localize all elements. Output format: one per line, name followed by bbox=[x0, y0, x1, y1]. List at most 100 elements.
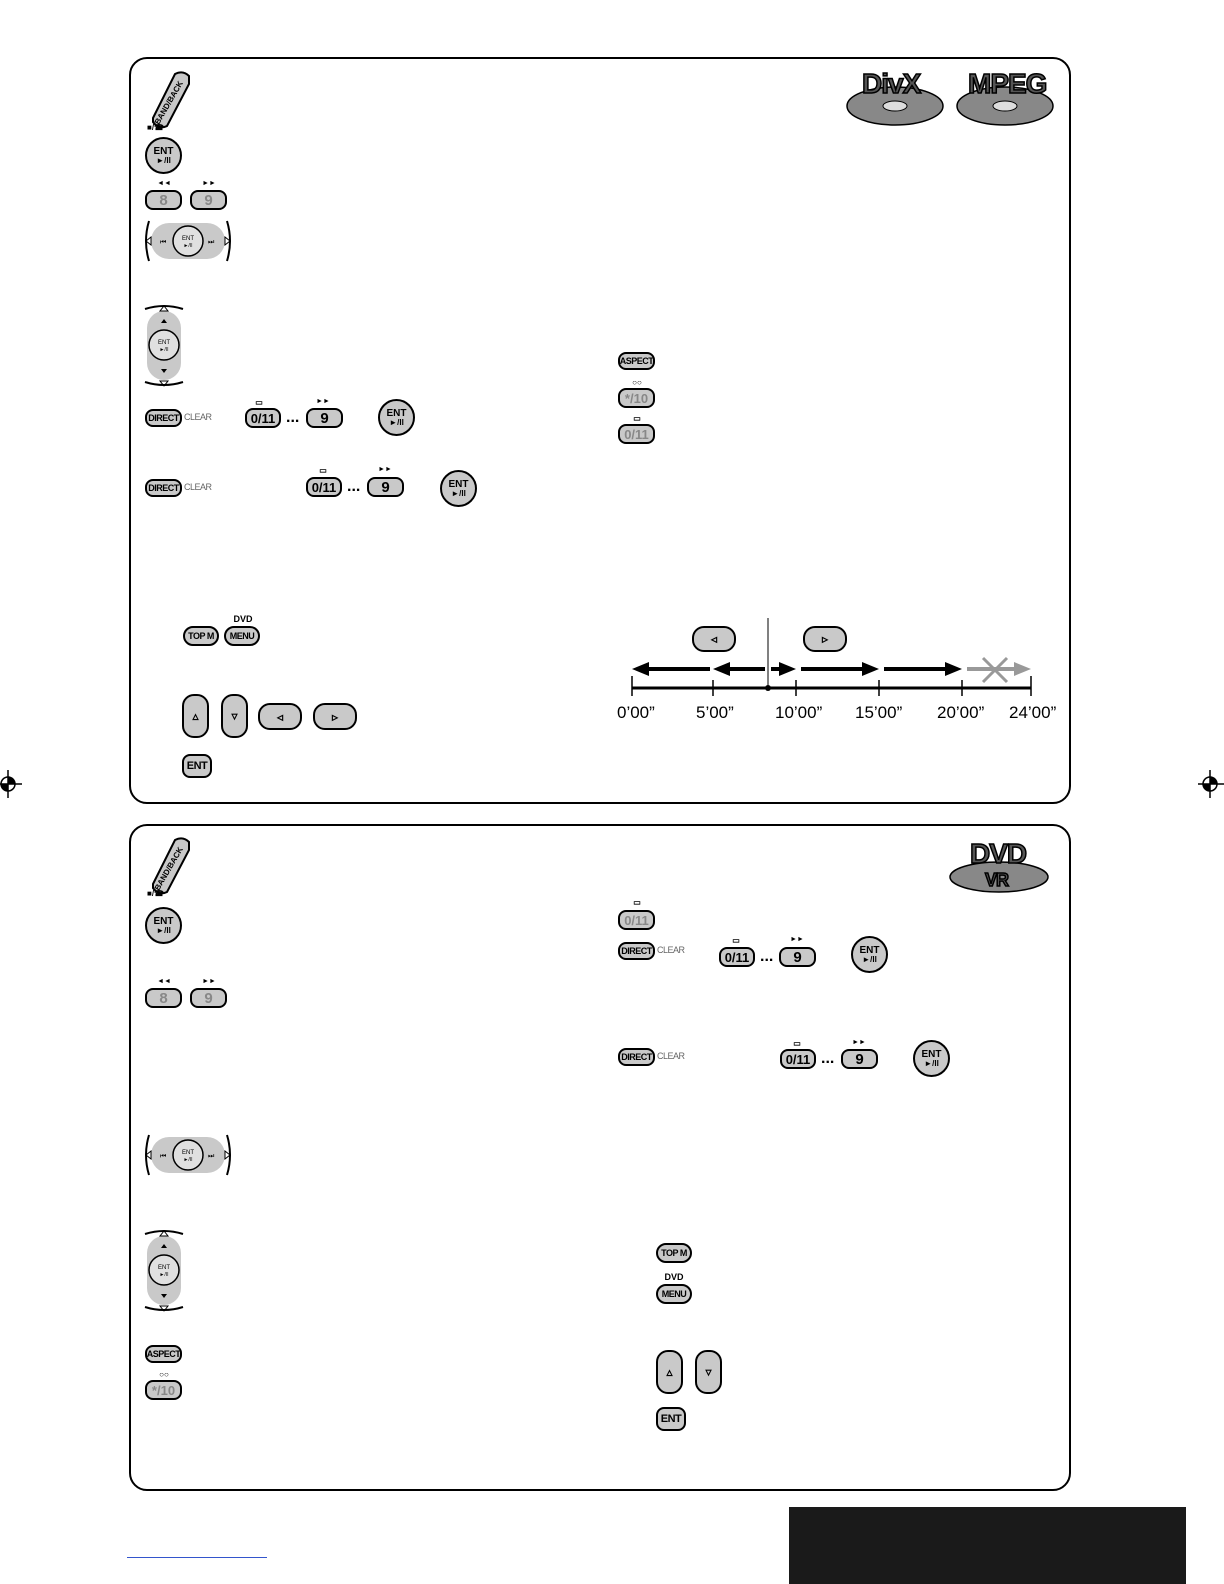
svg-text:ENT: ENT bbox=[182, 1150, 194, 1156]
subtitle-icon: ▭ bbox=[633, 414, 641, 423]
timeline-tick-label: 20’00” bbox=[937, 703, 985, 722]
timeline-tick-label: 24’00” bbox=[1009, 703, 1057, 722]
registration-mark-icon bbox=[0, 770, 22, 798]
band-back-key-icon: BAND/BACK ■/☎ bbox=[147, 837, 190, 898]
fast-forward-icon: ►► bbox=[202, 978, 216, 985]
dvd-label: DVD bbox=[664, 1272, 684, 1282]
ent-play-pause-button[interactable]: ENT ►/II bbox=[851, 936, 888, 973]
key-9[interactable]: 9 bbox=[190, 988, 227, 1008]
dvd-vr-disc-icon bbox=[949, 861, 1049, 893]
svg-text:►/II: ►/II bbox=[159, 1272, 168, 1278]
play-pause-label: ►/II bbox=[156, 925, 171, 935]
subtitle-icon: ▭ bbox=[255, 398, 263, 407]
ent-play-pause-button[interactable]: ENT ►/II bbox=[440, 470, 477, 507]
vr-badge: VR bbox=[984, 869, 1010, 891]
ent-play-pause-button[interactable]: ENT ►/II bbox=[378, 399, 415, 436]
direct-button[interactable]: DIRECT bbox=[618, 1048, 655, 1066]
top-menu-button[interactable]: TOP M bbox=[656, 1243, 692, 1263]
svg-text:⏮: ⏮ bbox=[160, 1153, 166, 1160]
clear-label: CLEAR bbox=[657, 945, 685, 955]
page-tab-block bbox=[789, 1507, 1186, 1584]
key-star-10[interactable]: */10 bbox=[145, 1380, 182, 1400]
menu-button[interactable]: MENU bbox=[224, 626, 260, 646]
down-arrow-button[interactable]: ▿ bbox=[695, 1350, 722, 1394]
left-arrow-button[interactable]: ◃ bbox=[258, 703, 302, 730]
top-panel-divx-mpeg bbox=[129, 57, 1071, 804]
key-9[interactable]: 9 bbox=[306, 408, 343, 428]
key-8[interactable]: 8 bbox=[145, 988, 182, 1008]
fast-forward-icon: ►► bbox=[316, 398, 330, 405]
ent-play-pause-button[interactable]: ENT ►/II bbox=[145, 907, 182, 944]
rewind-icon: ◄◄ bbox=[157, 978, 171, 985]
subtitle-icon: ▭ bbox=[793, 1039, 801, 1048]
clear-label: CLEAR bbox=[184, 412, 212, 422]
timeline-tick-label: 15’00” bbox=[855, 703, 903, 722]
vertical-jog-dial-icon[interactable]: ENT ►/II bbox=[143, 1228, 185, 1313]
key-0-11[interactable]: 0/11 bbox=[618, 910, 655, 930]
ent-button[interactable]: ENT bbox=[182, 754, 212, 778]
key-9[interactable]: 9 bbox=[779, 947, 816, 967]
band-back-key-icon: BAND/BACK ■/☎ bbox=[147, 71, 190, 132]
direct-button[interactable]: DIRECT bbox=[145, 479, 182, 497]
up-arrow-button[interactable]: ▵ bbox=[182, 694, 209, 738]
ent-label: ENT bbox=[859, 944, 880, 956]
key-0-11[interactable]: 0/11 bbox=[618, 424, 655, 444]
fast-forward-icon: ►► bbox=[790, 936, 804, 943]
horizontal-jog-dial-icon[interactable]: ENT ►/II ⏮ ⏭ bbox=[143, 1133, 233, 1178]
fast-forward-icon: ►► bbox=[852, 1039, 866, 1046]
play-pause-label: ►/II bbox=[924, 1058, 939, 1068]
key-0-11[interactable]: 0/11 bbox=[245, 408, 281, 428]
footer-link-underline bbox=[127, 1557, 267, 1558]
subtitle-icon: ▭ bbox=[732, 936, 740, 945]
play-pause-label: ►/II bbox=[862, 954, 877, 964]
up-arrow-button[interactable]: ▵ bbox=[656, 1350, 683, 1394]
subtitle-icon: ▭ bbox=[633, 898, 641, 907]
key-8[interactable]: 8 bbox=[145, 190, 182, 210]
vertical-jog-dial-icon[interactable]: ENT ►/II bbox=[143, 303, 185, 388]
svg-text:►/II: ►/II bbox=[183, 1157, 192, 1163]
aspect-button[interactable]: ASPECT bbox=[618, 352, 655, 370]
svg-text:⏭: ⏭ bbox=[208, 239, 215, 246]
ent-play-pause-button[interactable]: ENT ►/II bbox=[913, 1040, 950, 1077]
right-arrow-button[interactable]: ▹ bbox=[313, 703, 357, 730]
svg-text:■/☎: ■/☎ bbox=[147, 123, 164, 132]
aspect-button[interactable]: ASPECT bbox=[145, 1345, 182, 1363]
key-9[interactable]: 9 bbox=[367, 477, 404, 497]
subtitle-icon: ▭ bbox=[319, 466, 327, 475]
clear-label: CLEAR bbox=[657, 1051, 685, 1061]
audio-icon: ○○ bbox=[632, 378, 642, 387]
ent-label: ENT bbox=[448, 478, 469, 490]
ellipsis: ... bbox=[286, 409, 300, 426]
direct-button[interactable]: DIRECT bbox=[145, 409, 182, 427]
key-0-11[interactable]: 0/11 bbox=[306, 477, 342, 497]
down-arrow-button[interactable]: ▿ bbox=[221, 694, 248, 738]
ent-label: ENT bbox=[153, 915, 174, 927]
key-9[interactable]: 9 bbox=[190, 190, 227, 210]
skip-forward-button[interactable]: ▹ bbox=[803, 626, 847, 652]
svg-text:►/II: ►/II bbox=[183, 243, 192, 249]
menu-button[interactable]: MENU bbox=[656, 1284, 692, 1304]
top-menu-button[interactable]: TOP M bbox=[183, 626, 219, 646]
ellipsis: ... bbox=[760, 948, 774, 965]
key-0-11[interactable]: 0/11 bbox=[780, 1049, 816, 1069]
key-9[interactable]: 9 bbox=[841, 1049, 878, 1069]
divx-disc-icon bbox=[846, 86, 944, 126]
svg-text:ENT: ENT bbox=[158, 340, 170, 346]
rewind-icon: ◄◄ bbox=[157, 180, 171, 187]
ellipsis: ... bbox=[347, 478, 361, 495]
svg-text:■/☎: ■/☎ bbox=[147, 889, 164, 898]
timeline-tick-label: 10’00” bbox=[775, 703, 823, 722]
divx-badge: DivX bbox=[861, 67, 922, 100]
ent-button[interactable]: ENT bbox=[656, 1407, 686, 1431]
svg-text:ENT: ENT bbox=[158, 1265, 170, 1271]
fast-forward-icon: ►► bbox=[378, 466, 392, 473]
direct-button[interactable]: DIRECT bbox=[618, 942, 655, 960]
play-pause-label: ►/II bbox=[156, 155, 171, 165]
timeline-diagram bbox=[631, 618, 1032, 696]
key-0-11[interactable]: 0/11 bbox=[719, 947, 755, 967]
key-star-10[interactable]: */10 bbox=[618, 388, 655, 408]
ent-play-pause-button[interactable]: ENT ►/II bbox=[145, 137, 182, 174]
horizontal-jog-dial-icon[interactable]: ENT ►/II ⏮ ⏭ bbox=[143, 219, 233, 264]
ent-label: ENT bbox=[153, 145, 174, 157]
skip-back-button[interactable]: ◃ bbox=[692, 626, 736, 652]
